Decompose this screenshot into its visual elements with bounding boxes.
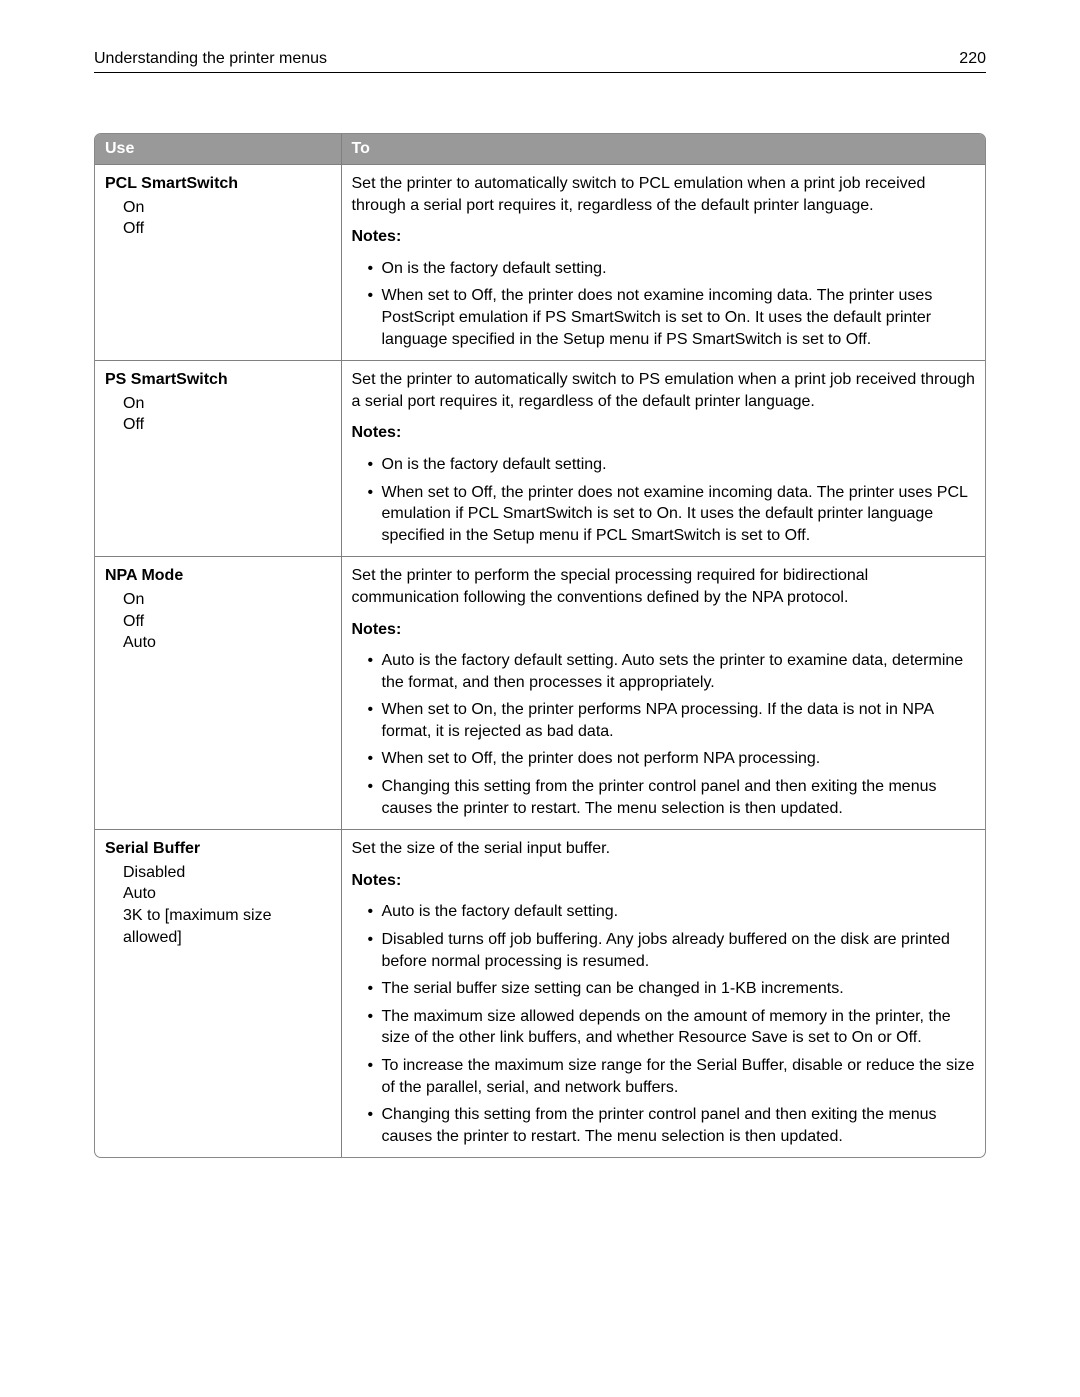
note-item: On is the factory default setting.: [368, 258, 976, 280]
setting-option: On: [105, 589, 331, 611]
page-number: 220: [959, 50, 986, 68]
setting-option: Off: [105, 414, 331, 436]
notes-list: On is the factory default setting. When s…: [352, 454, 976, 546]
note-item: Changing this setting from the printer c…: [368, 776, 976, 819]
use-cell: PCL SmartSwitchOnOff: [95, 165, 341, 361]
menu-table: Use To PCL SmartSwitchOnOffSet the print…: [94, 133, 986, 1158]
setting-option: Off: [105, 218, 331, 240]
setting-option: On: [105, 197, 331, 219]
to-cell: Set the size of the serial input buffer.…: [341, 830, 985, 1158]
table-row: Serial BufferDisabledAuto3K to [maximum …: [95, 830, 985, 1158]
note-item: When set to Off, the printer does not ex…: [368, 285, 976, 350]
to-cell: Set the printer to perform the special p…: [341, 557, 985, 830]
page-header: Understanding the printer menus 220: [94, 50, 986, 73]
note-item: The serial buffer size setting can be ch…: [368, 978, 976, 1000]
col-header-use: Use: [95, 134, 341, 165]
notes-label: Notes:: [352, 619, 976, 641]
notes-label: Notes:: [352, 870, 976, 892]
setting-description: Set the size of the serial input buffer.: [352, 838, 976, 860]
setting-option: 3K to [maximum size allowed]: [105, 905, 331, 948]
to-cell: Set the printer to automatically switch …: [341, 165, 985, 361]
setting-option: Auto: [105, 632, 331, 654]
notes-label: Notes:: [352, 226, 976, 248]
table-row: PS SmartSwitchOnOff Set the printer to au…: [95, 361, 985, 557]
notes-list: On is the factory default setting. When s…: [352, 258, 976, 350]
setting-description: Set the printer to perform the special p…: [352, 565, 976, 608]
setting-title: Serial Buffer: [105, 838, 331, 860]
note-item: Auto is the factory default setting. Aut…: [368, 650, 976, 693]
use-cell: NPA ModeOnOffAuto: [95, 557, 341, 830]
note-item: When set to Off, the printer does not ex…: [368, 482, 976, 547]
note-item: Changing this setting from the printer c…: [368, 1104, 976, 1147]
use-cell: Serial BufferDisabledAuto3K to [maximum …: [95, 830, 341, 1158]
setting-description: Set the printer to automatically switch …: [352, 369, 976, 412]
setting-option: Disabled: [105, 862, 331, 884]
table-row: PCL SmartSwitchOnOff Set the printer to a…: [95, 165, 985, 361]
notes-label: Notes:: [352, 422, 976, 444]
note-item: The maximum size allowed depends on the …: [368, 1006, 976, 1049]
setting-option: Off: [105, 611, 331, 633]
notes-list: Auto is the factory default setting. Disa…: [352, 901, 976, 1147]
setting-description: Set the printer to automatically switch …: [352, 173, 976, 216]
setting-title: NPA Mode: [105, 565, 331, 587]
setting-option: Auto: [105, 883, 331, 905]
note-item: Disabled turns off job buffering. Any jo…: [368, 929, 976, 972]
setting-option: On: [105, 393, 331, 415]
setting-title: PS SmartSwitch: [105, 369, 331, 391]
notes-list: Auto is the factory default setting. Aut…: [352, 650, 976, 819]
setting-title: PCL SmartSwitch: [105, 173, 331, 195]
note-item: On is the factory default setting.: [368, 454, 976, 476]
note-item: To increase the maximum size range for t…: [368, 1055, 976, 1098]
table-header-row: Use To: [95, 134, 985, 165]
use-cell: PS SmartSwitchOnOff: [95, 361, 341, 557]
header-title: Understanding the printer menus: [94, 50, 327, 68]
note-item: Auto is the factory default setting.: [368, 901, 976, 923]
note-item: When set to On, the printer performs NPA…: [368, 699, 976, 742]
table-row: NPA ModeOnOffAuto Set the printer to perf…: [95, 557, 985, 830]
to-cell: Set the printer to automatically switch …: [341, 361, 985, 557]
note-item: When set to Off, the printer does not pe…: [368, 748, 976, 770]
col-header-to: To: [341, 134, 985, 165]
